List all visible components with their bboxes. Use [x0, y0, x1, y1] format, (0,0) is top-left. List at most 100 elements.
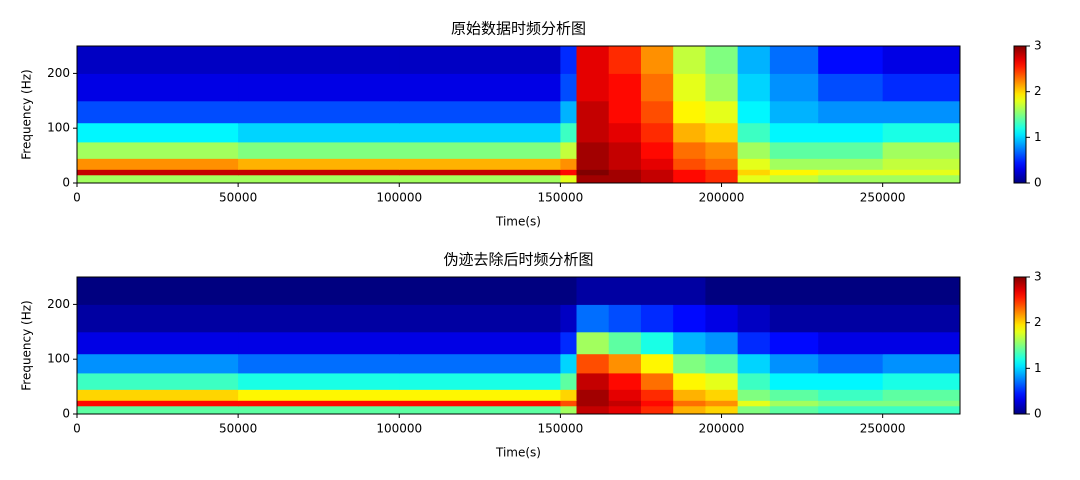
- heatmap-cell: [769, 400, 819, 407]
- subplot: 0 50000 100000 150000 200000 250000 0 100 200 伪迹去…: [20, 251, 1042, 460]
- heatmap-cell: [705, 331, 739, 355]
- heatmap-cell: [576, 158, 610, 170]
- x-tick-label: 100000: [376, 191, 422, 205]
- y-axis-label: Frequency (Hz): [20, 69, 34, 160]
- heatmap-cell: [560, 304, 578, 333]
- heatmap-cell: [576, 46, 610, 74]
- colorbar: [1013, 45, 1027, 184]
- heatmap-cell: [608, 389, 642, 401]
- heatmap-cell: [608, 331, 642, 355]
- heatmap-cell: [576, 73, 610, 102]
- heatmap-cell: [77, 304, 239, 333]
- heatmap-cell: [737, 277, 771, 305]
- heatmap-cell: [77, 174, 239, 184]
- heatmap-cell: [818, 400, 884, 407]
- heatmap-cell: [705, 277, 739, 305]
- heatmap-cell: [737, 158, 771, 170]
- heatmap-cell: [576, 100, 610, 124]
- heatmap-cell: [882, 372, 961, 390]
- heatmap-cell: [576, 304, 610, 333]
- subplot: 0 50000 100000 150000 200000 250000 0 100 200 原始数…: [20, 20, 1042, 229]
- heatmap-cell: [737, 73, 771, 102]
- heatmap-cell: [818, 372, 884, 390]
- heatmap-cell: [705, 353, 739, 374]
- heatmap-cell: [673, 353, 706, 374]
- heatmap-cell: [769, 169, 819, 176]
- heatmap-cell: [238, 141, 400, 159]
- heatmap-cell: [77, 372, 239, 390]
- heatmap-cell: [737, 100, 771, 124]
- heatmap-cell: [560, 353, 578, 374]
- heatmap-cell: [882, 331, 961, 355]
- heatmap-cell: [737, 46, 771, 74]
- x-tick-label: 50000: [219, 422, 257, 436]
- chart-title: 伪迹去除后时频分析图: [443, 251, 593, 269]
- heatmap-cell: [576, 141, 610, 159]
- heatmap-cell: [77, 100, 239, 124]
- heatmap-cell: [673, 169, 706, 176]
- heatmap-cell: [399, 372, 561, 390]
- heatmap-cell: [238, 372, 400, 390]
- heatmap-cell: [737, 372, 771, 390]
- heatmap-cell: [705, 46, 739, 74]
- heatmap-cell: [399, 353, 561, 374]
- heatmap-cell: [818, 158, 884, 170]
- heatmap-cell: [640, 304, 674, 333]
- heatmap-cell: [673, 389, 706, 401]
- heatmap-cell: [399, 169, 561, 176]
- heatmap-cell: [77, 277, 239, 305]
- heatmap-cell: [705, 100, 739, 124]
- heatmap-cell: [818, 100, 884, 124]
- heatmap-cell: [705, 389, 739, 401]
- x-tick-label: 0: [73, 422, 81, 436]
- heatmap-cell: [737, 174, 771, 184]
- x-tick-label: 0: [73, 191, 81, 205]
- heatmap-cell: [818, 122, 884, 143]
- x-axis-label: Time(s): [495, 215, 541, 229]
- heatmap-cell: [608, 304, 642, 333]
- heatmap-cell: [737, 405, 771, 415]
- heatmap-cell: [882, 46, 961, 74]
- heatmap-cell: [560, 389, 578, 401]
- heatmap-cell: [705, 122, 739, 143]
- y-tick-label: 0: [62, 407, 70, 421]
- x-tick-label: 100000: [376, 422, 422, 436]
- heatmap-cell: [705, 372, 739, 390]
- y-tick-label: 100: [47, 121, 70, 135]
- x-tick-label: 250000: [860, 422, 906, 436]
- heatmap-cell: [238, 400, 400, 407]
- heatmap-cell: [640, 331, 674, 355]
- heatmap-cell: [882, 169, 961, 176]
- x-tick-label: 250000: [860, 191, 906, 205]
- heatmap-cell: [882, 353, 961, 374]
- heatmap-cell: [576, 277, 610, 305]
- heatmap-cell: [705, 169, 739, 176]
- heatmap-cell: [608, 46, 642, 74]
- heatmap-cell: [737, 122, 771, 143]
- axes-frame: [76, 45, 961, 184]
- heatmap-cell: [576, 405, 610, 415]
- heatmap-cell: [77, 169, 239, 176]
- colorbar-tick-label: 0: [1034, 176, 1042, 190]
- heatmap-cell: [705, 73, 739, 102]
- heatmap-cell: [673, 73, 706, 102]
- heatmap-cell: [640, 405, 674, 415]
- heatmap-cell: [608, 169, 642, 176]
- heatmap-cell: [560, 174, 578, 184]
- colorbar-tick-label: 1: [1034, 361, 1042, 375]
- heatmap-cell: [818, 277, 884, 305]
- heatmap-cell: [769, 405, 819, 415]
- colorbar-tick-label: 1: [1034, 130, 1042, 144]
- heatmap-cell: [769, 372, 819, 390]
- heatmap-cell: [77, 158, 239, 170]
- heatmap-cell: [238, 46, 400, 74]
- heatmap-cell: [818, 405, 884, 415]
- heatmap-cell: [238, 122, 400, 143]
- heatmap-cell: [640, 169, 674, 176]
- heatmap-cell: [640, 73, 674, 102]
- heatmap-cell: [737, 304, 771, 333]
- heatmap-cell: [77, 389, 239, 401]
- heatmap-cell: [769, 277, 819, 305]
- heatmap-cell: [705, 141, 739, 159]
- heatmap-cell: [608, 372, 642, 390]
